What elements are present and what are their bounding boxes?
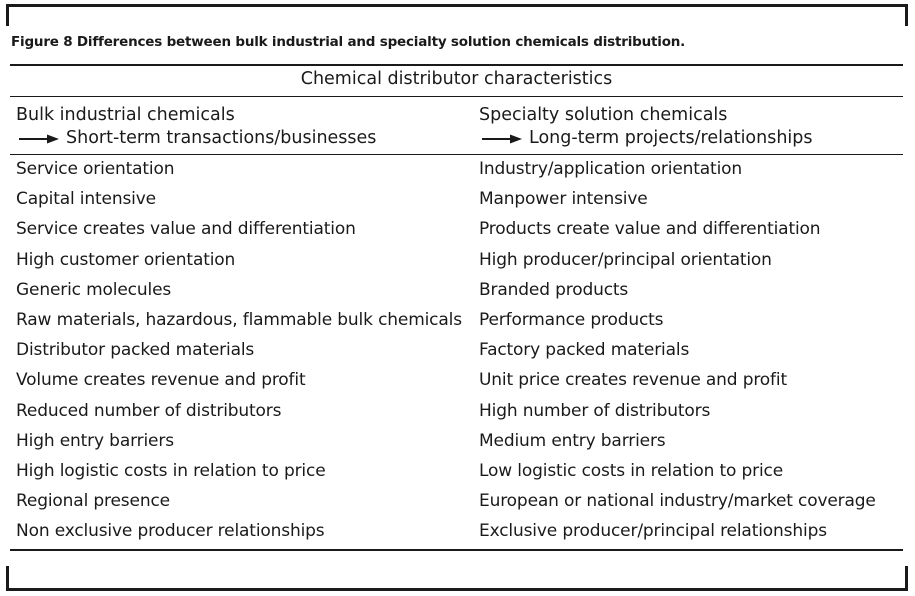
table-row: Non exclusive producer relationships Exc… <box>0 518 915 548</box>
column-subheading: Short-term transactions/businesses <box>66 128 377 148</box>
table-bottom-rule <box>10 549 903 551</box>
table-row: Service orientation Industry/application… <box>0 156 915 186</box>
table-top-rule <box>10 64 903 66</box>
table-cell-bulk: High logistic costs in relation to price <box>16 460 326 481</box>
column-header-specialty: Specialty solution chemicals Long-term p… <box>479 104 813 150</box>
column-heading: Specialty solution chemicals <box>479 105 728 125</box>
table-header-rule <box>10 154 903 155</box>
table-title: Chemical distributor characteristics <box>300 69 613 89</box>
table-row: Regional presence European or national i… <box>0 488 915 518</box>
table-cell-specialty: Manpower intensive <box>479 189 648 210</box>
table-cell-bulk: Capital intensive <box>16 189 156 210</box>
frame-bottom-edge <box>6 588 908 591</box>
table-cell-bulk: Volume creates revenue and profit <box>16 370 306 391</box>
table-row: High customer orientation High producer/… <box>0 247 915 277</box>
frame-top-right-corner <box>905 4 908 26</box>
table-cell-specialty: High number of distributors <box>479 400 711 421</box>
table-cell-bulk: High customer orientation <box>16 249 236 270</box>
table-cell-specialty: Branded products <box>479 279 629 300</box>
table-cell-specialty: Unit price creates revenue and profit <box>479 370 787 391</box>
column-subheading: Long-term projects/relationships <box>529 128 813 148</box>
table-cell-specialty: Products create value and differentiatio… <box>479 219 821 240</box>
table-title-rule <box>10 96 903 97</box>
right-arrow-icon <box>19 134 59 143</box>
table-cell-bulk: Regional presence <box>16 491 170 512</box>
table-cell-specialty: Exclusive producer/principal relationshi… <box>479 521 827 542</box>
table-cell-bulk: Generic molecules <box>16 279 172 300</box>
table-cell-bulk: High entry barriers <box>16 430 174 451</box>
right-arrow-icon <box>482 134 522 143</box>
table-cell-bulk: Service creates value and differentiatio… <box>16 219 356 240</box>
table-row: Generic molecules Branded products <box>0 277 915 307</box>
table-cell-bulk: Service orientation <box>16 159 175 179</box>
table-row: Reduced number of distributors High numb… <box>0 398 915 428</box>
column-heading: Bulk industrial chemicals <box>16 105 235 125</box>
table-row: Volume creates revenue and profit Unit p… <box>0 367 915 397</box>
table-cell-bulk: Non exclusive producer relationships <box>16 521 325 542</box>
table-cell-specialty: Industry/application orientation <box>479 159 743 179</box>
table-cell-specialty: Low logistic costs in relation to price <box>479 460 784 481</box>
table-cell-bulk: Distributor packed materials <box>16 340 255 361</box>
table-cell-bulk: Reduced number of distributors <box>16 400 282 421</box>
frame-top-edge <box>6 4 908 7</box>
table-row: Service creates value and differentiatio… <box>0 216 915 246</box>
figure-caption: Figure 8 Differences between bulk indust… <box>11 34 686 50</box>
table-cell-bulk: Raw materials, hazardous, flammable bulk… <box>16 309 462 330</box>
column-header-bulk: Bulk industrial chemicals Short-term tra… <box>16 104 376 150</box>
frame-bottom-left-corner <box>6 566 9 591</box>
table-cell-specialty: European or national industry/market cov… <box>479 491 876 512</box>
table-row: Distributor packed materials Factory pac… <box>0 337 915 367</box>
table-row: High logistic costs in relation to price… <box>0 458 915 488</box>
frame-bottom-right-corner <box>905 566 908 591</box>
table-row: Capital intensive Manpower intensive <box>0 186 915 216</box>
table-cell-specialty: High producer/principal orientation <box>479 249 772 270</box>
table-row: High entry barriers Medium entry barrier… <box>0 428 915 458</box>
table-cell-specialty: Medium entry barriers <box>479 430 666 451</box>
table-cell-specialty: Factory packed materials <box>479 340 690 361</box>
frame-top-left-corner <box>6 4 9 26</box>
table-cell-specialty: Performance products <box>479 309 664 330</box>
table-body: Service orientation Industry/application… <box>0 156 915 548</box>
table-row: Raw materials, hazardous, flammable bulk… <box>0 307 915 337</box>
